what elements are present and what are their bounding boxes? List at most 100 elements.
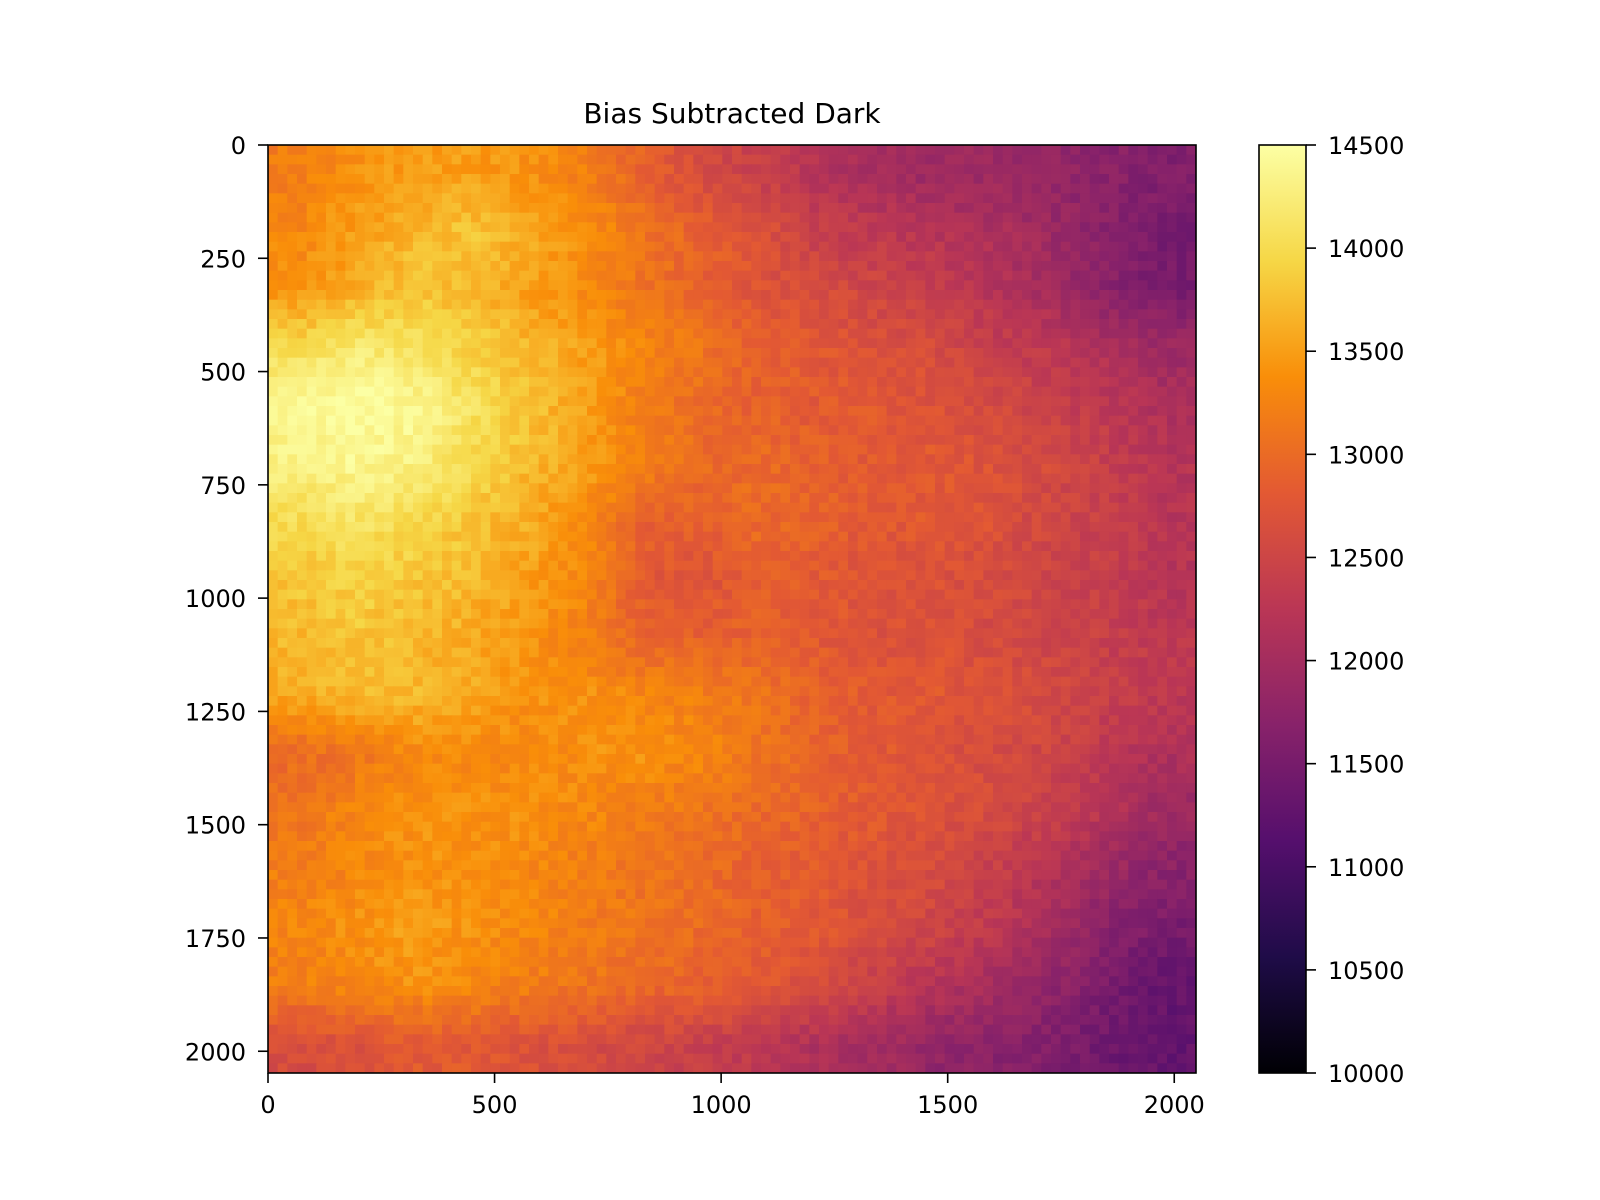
heatmap-cell (316, 222, 327, 233)
heatmap-cell (780, 493, 791, 504)
heatmap-cell (838, 270, 849, 281)
heatmap-cell (819, 628, 830, 639)
heatmap-cell (616, 454, 627, 465)
heatmap-cell (703, 444, 714, 455)
heatmap-cell (964, 261, 975, 272)
heatmap-cell (413, 599, 424, 610)
heatmap-cell (1147, 280, 1158, 291)
heatmap-cell (442, 174, 453, 185)
heatmap-cell (877, 241, 888, 252)
heatmap-cell (1176, 348, 1187, 359)
heatmap-cell (587, 319, 598, 330)
heatmap-cell (857, 290, 868, 301)
heatmap-cell (1138, 406, 1149, 417)
heatmap-cell (538, 628, 549, 639)
heatmap-cell (403, 280, 414, 291)
heatmap-cell (461, 473, 472, 484)
heatmap-cell (374, 502, 385, 513)
heatmap-cell (374, 473, 385, 484)
heatmap-cell (712, 512, 723, 523)
heatmap-cell (809, 551, 820, 562)
heatmap-cell (558, 270, 569, 281)
heatmap-cell (857, 203, 868, 214)
heatmap-cell (306, 367, 317, 378)
heatmap-cell (674, 435, 685, 446)
heatmap-cell (509, 493, 520, 504)
heatmap-cell (1099, 212, 1110, 223)
heatmap-cell (432, 609, 443, 620)
heatmap-cell (751, 444, 762, 455)
heatmap-cell (529, 599, 540, 610)
heatmap-cell (867, 222, 878, 233)
heatmap-cell (480, 444, 491, 455)
heatmap-cell (751, 570, 762, 581)
heatmap-cell (635, 290, 646, 301)
heatmap-cell (403, 454, 414, 465)
heatmap-cell (896, 560, 907, 571)
heatmap-cell (915, 618, 926, 629)
heatmap-cell (964, 183, 975, 194)
heatmap-cell (1109, 203, 1120, 214)
heatmap-cell (577, 435, 588, 446)
heatmap-cell (577, 541, 588, 552)
heatmap-cell (712, 299, 723, 310)
heatmap-cell (751, 628, 762, 639)
heatmap-cell (983, 464, 994, 475)
heatmap-cell (799, 483, 810, 494)
heatmap-cell (287, 203, 298, 214)
heatmap-cell (316, 241, 327, 252)
heatmap-cell (461, 580, 472, 591)
heatmap-cell (770, 251, 781, 262)
heatmap-cell (480, 328, 491, 339)
heatmap-cell (944, 522, 955, 533)
heatmap-cell (442, 618, 453, 629)
heatmap-cell (973, 290, 984, 301)
heatmap-cell (616, 618, 627, 629)
heatmap-cell (799, 638, 810, 649)
heatmap-cell (703, 502, 714, 513)
heatmap-cell (915, 212, 926, 223)
heatmap-cell (1041, 599, 1052, 610)
heatmap-cell (596, 512, 607, 523)
heatmap-cell (645, 502, 656, 513)
heatmap-cell (732, 261, 743, 272)
heatmap-cell (877, 406, 888, 417)
heatmap-cell (732, 435, 743, 446)
heatmap-cell (413, 396, 424, 407)
heatmap-cell (732, 551, 743, 562)
heatmap-cell (1147, 290, 1158, 301)
heatmap-cell (355, 531, 366, 542)
heatmap-cell (654, 406, 665, 417)
heatmap-cell (915, 183, 926, 194)
heatmap-cell (944, 560, 955, 571)
heatmap-cell (645, 261, 656, 272)
heatmap-cell (877, 493, 888, 504)
heatmap-cell (509, 551, 520, 562)
heatmap-cell (906, 193, 917, 204)
heatmap-cell (1002, 145, 1013, 156)
heatmap-cell (567, 270, 578, 281)
heatmap-cell (403, 483, 414, 494)
heatmap-cell (964, 502, 975, 513)
heatmap-cell (664, 154, 675, 165)
heatmap-cell (1118, 183, 1129, 194)
heatmap-cell (393, 512, 404, 523)
heatmap-cell (364, 560, 375, 571)
heatmap-cell (819, 531, 830, 542)
heatmap-cell (654, 512, 665, 523)
heatmap-cell (761, 522, 772, 533)
heatmap-cell (838, 261, 849, 272)
heatmap-cell (1031, 280, 1042, 291)
heatmap-cell (422, 328, 433, 339)
heatmap-cell (596, 396, 607, 407)
heatmap-cell (674, 154, 685, 165)
heatmap-cell (1176, 280, 1187, 291)
heatmap-cell (548, 531, 559, 542)
heatmap-cell (1128, 299, 1139, 310)
heatmap-cell (1002, 261, 1013, 272)
heatmap-cell (1012, 222, 1023, 233)
heatmap-cell (722, 609, 733, 620)
heatmap-cell (364, 338, 375, 349)
heatmap-cell (1109, 290, 1120, 301)
heatmap-cell (1109, 464, 1120, 475)
